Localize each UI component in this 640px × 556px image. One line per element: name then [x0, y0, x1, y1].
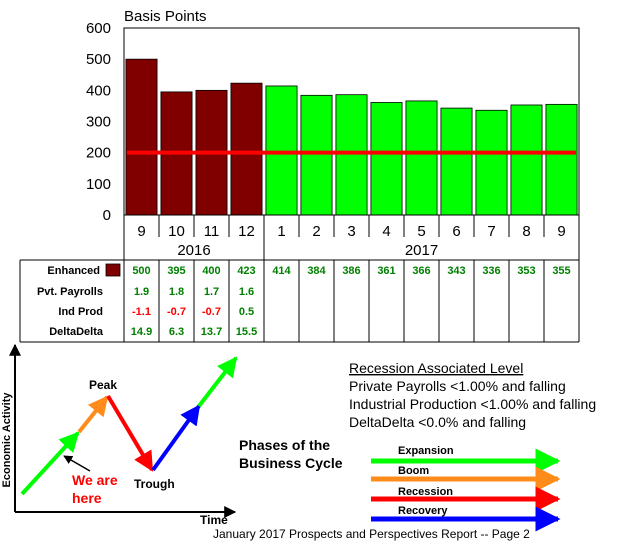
table-cell: -0.7	[167, 306, 186, 318]
table-cell: 361	[377, 265, 395, 277]
recession-heading: Recession Associated Level	[349, 360, 523, 376]
chart-title: Basis Points	[124, 8, 207, 25]
table-cell: 14.9	[131, 326, 152, 338]
data-table: Enhanced 500 395 400 423 414 384 386 361 366 343 33…	[19, 215, 580, 343]
table-cell: 353	[517, 265, 535, 277]
bar	[545, 103, 578, 216]
cycle-y-axis-label: Economic Activity	[1, 392, 13, 488]
x-tick-label: 8	[522, 223, 530, 240]
table-cell: 423	[237, 265, 255, 277]
recession-line-indprod: Industrial Production <1.00% and falling	[349, 396, 596, 412]
table-row-label: Pvt. Payrolls	[37, 286, 103, 298]
we-are-here-pointer	[63, 455, 91, 472]
x-tick-label: 7	[487, 223, 495, 240]
x-tick-label: 4	[382, 223, 390, 240]
x-tick-label: 5	[417, 223, 425, 240]
bar	[475, 109, 508, 216]
legend-label: Recovery	[398, 505, 448, 517]
recession-arrow	[106, 394, 154, 472]
cycle-title-line2: Business Cycle	[239, 455, 343, 471]
table-cell: 1.7	[204, 286, 219, 298]
table-cell: 500	[132, 265, 150, 277]
enhanced-swatch	[105, 263, 121, 277]
y-tick-label: 200	[86, 145, 111, 162]
x-tick-label: 1	[277, 223, 285, 240]
x-tick-label: 10	[168, 223, 185, 240]
peak-label: Peak	[89, 378, 117, 392]
footer-text: January 2017 Prospects and Perspectives …	[213, 527, 530, 541]
y-tick-label: 400	[86, 82, 111, 99]
we-are-here-line2: here	[72, 490, 102, 506]
table-cell: 395	[167, 265, 185, 277]
y-tick-label: 500	[86, 51, 111, 68]
bar	[440, 107, 473, 216]
y-tick-label: 300	[86, 114, 111, 131]
table-cell: 336	[482, 265, 500, 277]
x-tick-label: 2	[312, 223, 320, 240]
year-label: 2017	[405, 242, 438, 259]
expansion-arrow-2	[197, 356, 238, 408]
table-cell: 384	[307, 265, 326, 277]
cycle-x-axis-label: Time	[200, 513, 228, 527]
bar	[405, 100, 438, 216]
recovery-arrow	[151, 404, 201, 472]
table-cell: 1.8	[169, 286, 184, 298]
table-cell: 386	[342, 265, 360, 277]
year-label: 2016	[177, 242, 210, 259]
boom-arrow	[77, 395, 109, 434]
table-cell: 15.5	[236, 326, 257, 338]
table-cell: 414	[272, 265, 291, 277]
x-tick-label: 3	[347, 223, 355, 240]
x-tick-label: 9	[557, 223, 565, 240]
plot-area-frame	[123, 27, 580, 216]
cycle-title-line1: Phases of the	[239, 437, 330, 453]
table-cell: -0.7	[202, 306, 221, 318]
table-cell: 1.6	[239, 286, 254, 298]
x-tick-label: 6	[452, 223, 460, 240]
trough-label: Trough	[134, 477, 175, 491]
y-tick-label: 600	[86, 20, 111, 37]
x-tick-label: 11	[204, 223, 220, 240]
x-tick-label: 12	[238, 223, 255, 240]
table-cell: 0.5	[239, 306, 254, 318]
x-tick-label: 9	[137, 223, 145, 240]
legend-label: Expansion	[398, 445, 454, 457]
recession-line-payrolls: Private Payrolls <1.00% and falling	[349, 378, 566, 394]
year-labels: 2016 2017	[177, 242, 438, 259]
bar	[300, 94, 333, 216]
bar	[510, 104, 543, 216]
business-cycle-diagram: Economic Activity Time Peak Trough We ar…	[1, 343, 343, 527]
legend-label: Recession	[398, 486, 453, 498]
table-row-label: Ind Prod	[58, 306, 103, 318]
phase-legend: Expansion Boom Recession Recovery	[371, 445, 561, 532]
bar	[265, 85, 298, 216]
recession-line-deltadelta: DeltaDelta <0.0% and falling	[349, 414, 526, 430]
expansion-arrow-1	[20, 431, 80, 496]
table-cell: 1.9	[134, 286, 149, 298]
y-axis-ticks: 0 100 200 300 400 500 600	[86, 20, 111, 224]
legend-label: Boom	[398, 465, 429, 477]
table-cell: 355	[552, 265, 570, 277]
y-tick-label: 0	[103, 207, 111, 224]
table-cell: 366	[412, 265, 430, 277]
table-cell: 343	[447, 265, 465, 277]
bar	[125, 58, 158, 216]
table-cell: 6.3	[169, 326, 184, 338]
y-tick-label: 100	[86, 176, 111, 193]
table-row-label: DeltaDelta	[49, 326, 104, 338]
x-axis-labels: 9 10 11 12 1 2 3 4 5 6 7 8 9	[137, 223, 565, 240]
table-row-label: Enhanced	[47, 265, 100, 277]
table-cell: 13.7	[201, 326, 222, 338]
table-cell: -1.1	[132, 306, 151, 318]
bar	[230, 82, 263, 216]
we-are-here-line1: We are	[72, 472, 118, 488]
bar	[335, 94, 368, 216]
table-cell: 400	[202, 265, 220, 277]
recession-levels: Recession Associated Level Private Payro…	[349, 360, 596, 430]
bar	[370, 102, 403, 216]
bars	[125, 58, 578, 216]
